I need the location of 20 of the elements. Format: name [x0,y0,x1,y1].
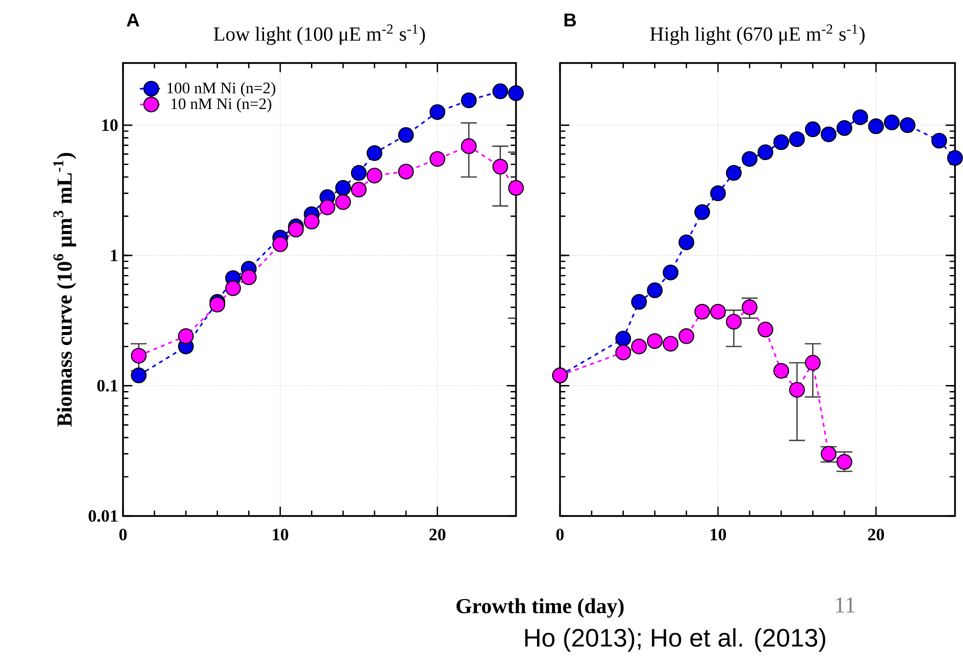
x-tick-label: 20 [868,528,884,540]
y-axis-title: Biomass curve (10$^{6}$ μm$^{3}$ mL$^{-1}$) [53,152,76,427]
x-tick-label: 20 [429,528,446,540]
y-tick-label: 1 [111,250,118,262]
chart-title: Low light (100 μE m$^{-2}$ s$^{-1}$) [214,24,425,45]
legend-label: 10 nM Ni (n=2) [171,98,272,112]
x-tick-label: 10 [710,528,726,540]
y-tick-label: 0.01 [88,510,118,522]
x-tick-label: 0 [119,528,127,540]
x-tick-label: 0 [556,528,564,540]
text: 11 [836,597,855,612]
text: A [126,14,140,26]
x-axis-title: Growth time (day) [456,598,624,618]
chart-title: High light (670 μE m$^{-2}$ s$^{-1}$) [650,24,865,45]
y-tick-label: 10 [102,119,118,131]
legend-label: 100 nM Ni (n=2) [167,82,276,97]
text: B [564,14,576,26]
text: Ho (2013); Ho et al. (2013) [525,628,826,652]
y-tick-label: 0.1 [97,380,118,392]
x-tick-label: 10 [272,528,288,540]
